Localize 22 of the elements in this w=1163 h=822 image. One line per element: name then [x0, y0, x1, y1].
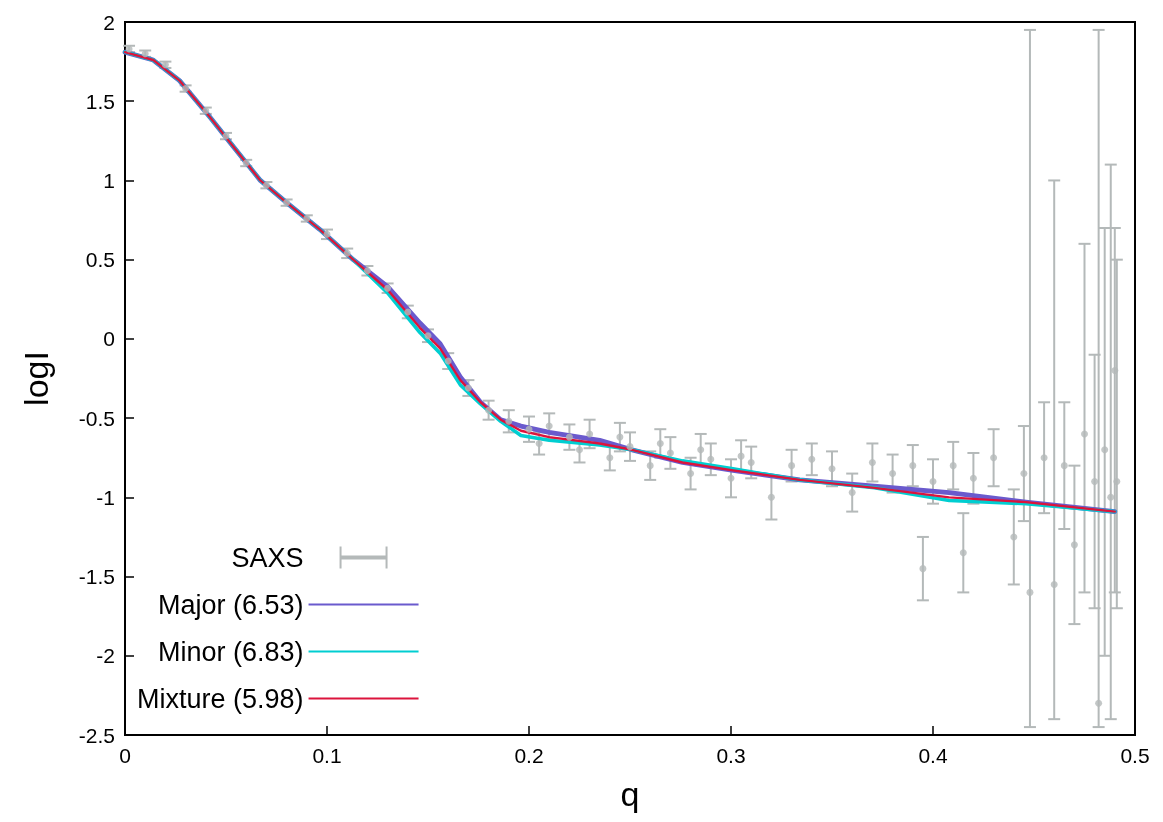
y-tick-label: 1.5: [85, 89, 115, 113]
y-tick-label: -0.5: [78, 406, 115, 430]
x-tick-label: 0.4: [918, 744, 948, 767]
x-tick-label: 0.2: [514, 744, 544, 767]
legend-label: Minor (6.83): [158, 636, 304, 667]
y-tick-label: 0: [103, 327, 115, 351]
legend-label: Major (6.53): [158, 589, 304, 620]
y-tick-label: 1: [103, 168, 115, 192]
y-tick-label: 2: [103, 10, 115, 34]
y-tick-label: 0.5: [85, 248, 115, 272]
x-tick-label: 0.5: [1120, 744, 1150, 767]
y-tick-label: -2: [96, 644, 115, 668]
y-tick-label: -1.5: [78, 565, 115, 589]
x-axis-title: q: [620, 775, 640, 813]
y-tick-label: -1: [96, 485, 115, 509]
legend-label: Mixture (5.98): [136, 683, 304, 714]
x-tick-label: 0: [119, 744, 131, 767]
y-tick-label: -2.5: [78, 723, 115, 747]
y-axis-title: logI: [17, 351, 55, 406]
x-tick-label: 0.3: [716, 744, 746, 767]
legend-label: SAXS: [231, 542, 304, 573]
x-tick-label: 0.1: [312, 744, 342, 767]
